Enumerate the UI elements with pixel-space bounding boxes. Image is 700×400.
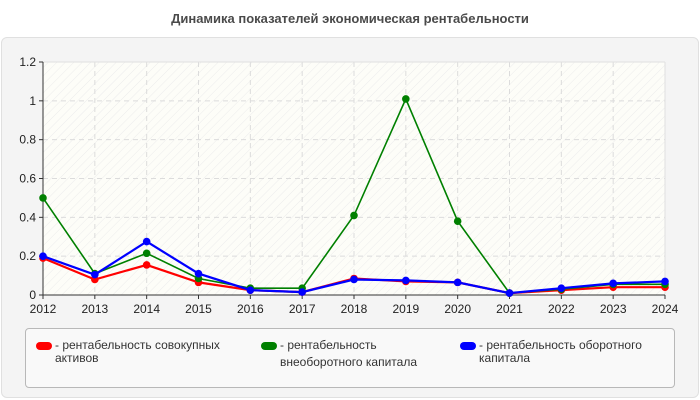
red-swatch-icon	[36, 342, 52, 350]
x-tick-label: 2013	[81, 302, 108, 316]
data-point[interactable]	[142, 261, 151, 269]
data-point[interactable]	[246, 286, 255, 294]
data-point[interactable]	[298, 288, 306, 296]
x-tick-label: 2018	[341, 302, 368, 316]
y-tick-label: 1.2	[19, 55, 36, 69]
green-swatch-icon	[261, 342, 277, 350]
x-tick-label: 2016	[237, 302, 264, 316]
data-point[interactable]	[39, 194, 47, 202]
data-point[interactable]	[402, 276, 410, 285]
x-tick-label: 2012	[30, 302, 57, 316]
x-tick-label: 2015	[185, 302, 212, 316]
legend-item-working-capital[interactable]: - рентабельность оборотного капитала	[460, 339, 642, 365]
x-tick-label: 2014	[133, 302, 160, 316]
x-tick-label: 2021	[496, 302, 523, 316]
data-point[interactable]	[91, 270, 99, 279]
y-tick-label: 0.2	[19, 249, 36, 263]
x-tick-label: 2020	[444, 302, 471, 316]
legend-item-total-assets[interactable]: - рентабельность совокупных активов	[36, 339, 220, 365]
data-point[interactable]	[453, 217, 462, 226]
data-point[interactable]	[661, 277, 669, 286]
y-tick-label: 0.4	[19, 210, 36, 224]
data-point[interactable]	[350, 275, 358, 284]
y-tick-label: 0.6	[19, 172, 36, 186]
x-tick-label: 2024	[652, 302, 679, 316]
x-tick-label: 2017	[289, 302, 316, 316]
data-point[interactable]	[39, 252, 47, 260]
y-tick-label: 0.8	[19, 133, 36, 147]
legend-item-noncurrent-capital[interactable]: - рентабельность внеоборотного капитала	[261, 338, 417, 371]
data-point[interactable]	[142, 237, 151, 246]
data-point[interactable]	[402, 95, 410, 103]
legend-label: - рентабельность внеоборотного капитала	[280, 338, 417, 369]
data-point[interactable]	[142, 249, 151, 258]
data-point[interactable]	[453, 278, 462, 287]
data-point[interactable]	[350, 211, 358, 220]
x-tick-label: 2023	[600, 302, 627, 316]
legend-label: - рентабельность оборотного капитала	[479, 338, 642, 365]
blue-swatch-icon	[460, 342, 476, 350]
data-point[interactable]	[609, 279, 617, 288]
y-tick-label: 1	[29, 94, 36, 108]
legend: - рентабельность совокупных активов - ре…	[25, 328, 675, 388]
x-tick-label: 2019	[392, 302, 419, 316]
data-point[interactable]	[194, 269, 203, 278]
axes: 0 0.2 0.4 0.6 0.8 1 1.2 2012 2013 2014 2015 2016 201…	[19, 55, 678, 316]
data-point[interactable]	[505, 289, 514, 297]
chart-title: Динамика показателей экономическая рента…	[171, 11, 529, 26]
legend-label: - рентабельность совокупных активов	[55, 338, 220, 365]
y-tick-label: 0	[29, 288, 36, 302]
series-lines	[39, 95, 669, 297]
x-tick-label: 2022	[548, 302, 575, 316]
data-point[interactable]	[557, 284, 566, 293]
